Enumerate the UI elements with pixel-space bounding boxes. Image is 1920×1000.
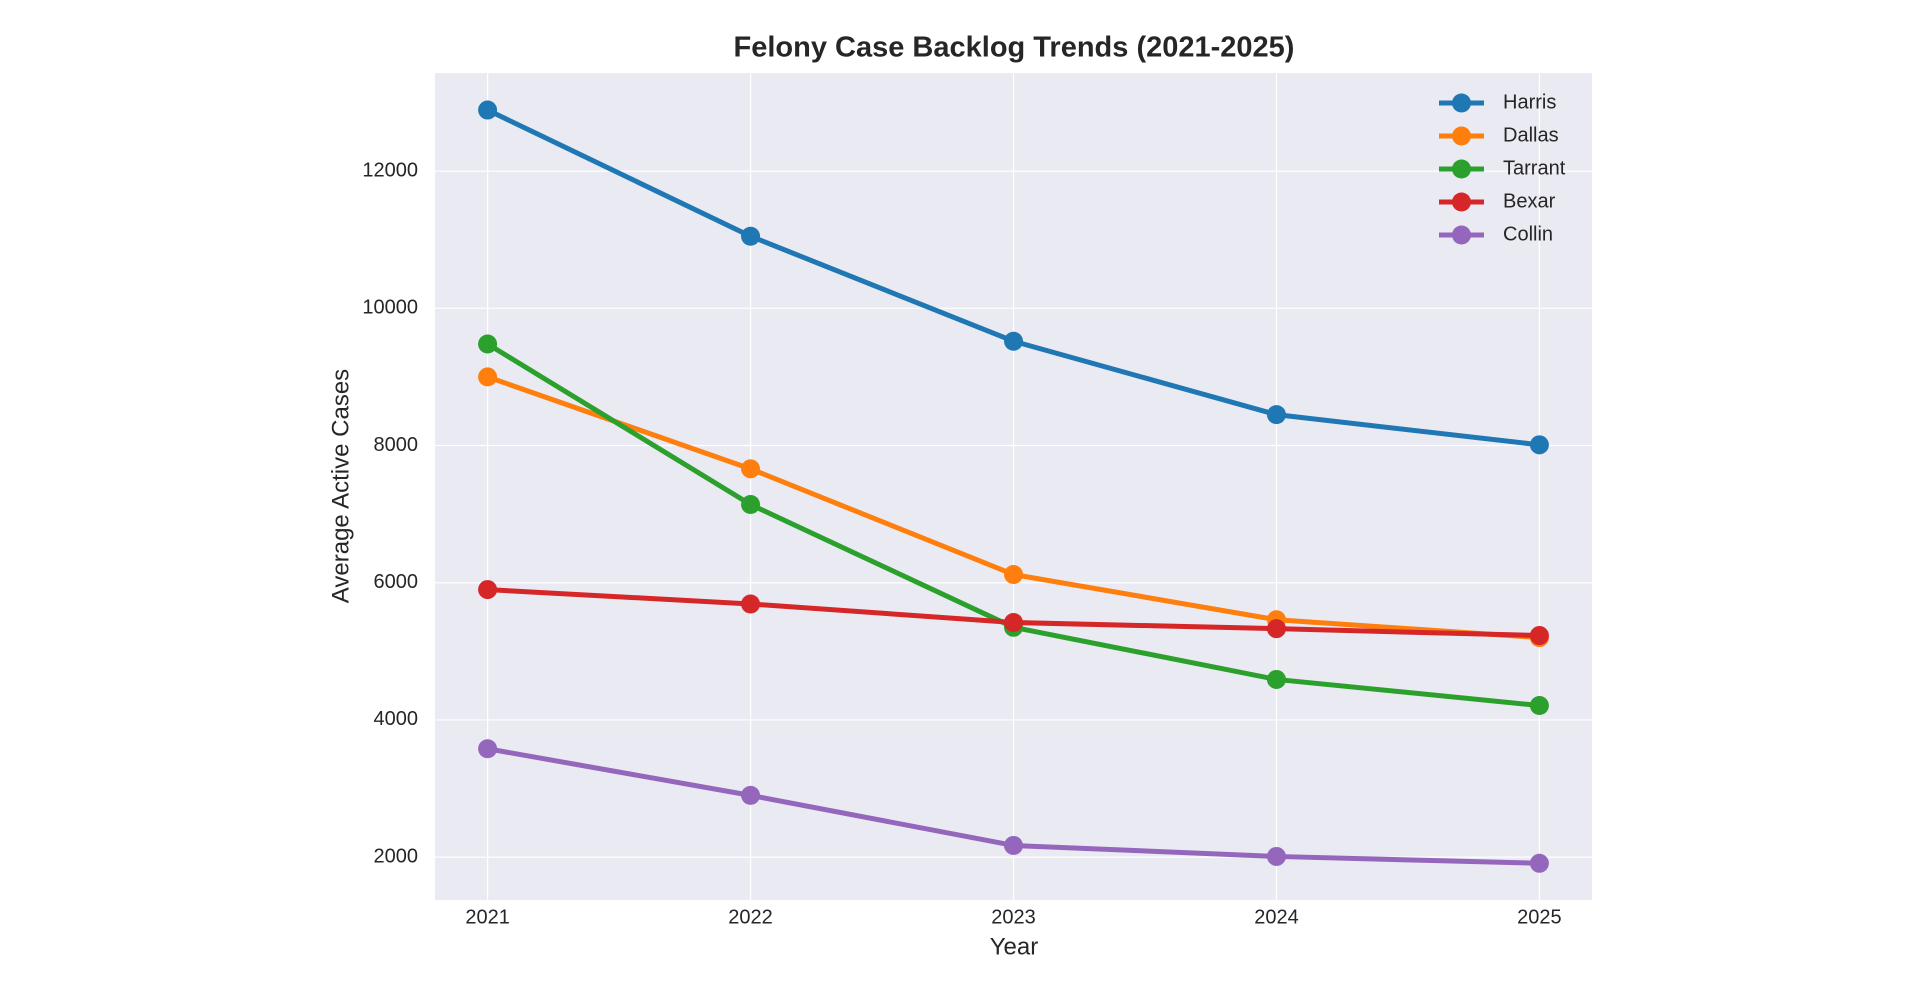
data-point <box>1004 331 1023 351</box>
data-point <box>741 785 761 805</box>
x-tick-label: 2024 <box>1254 906 1299 928</box>
data-point <box>1529 626 1549 646</box>
legend-label: Dallas <box>1503 124 1559 146</box>
data-point <box>478 739 498 759</box>
legend-marker <box>1452 159 1471 179</box>
y-tick-label: 12000 <box>362 159 418 181</box>
legend-label: Collin <box>1503 223 1553 245</box>
data-point <box>478 580 498 600</box>
x-tick-label: 2021 <box>465 906 510 928</box>
x-tick-label: 2022 <box>728 906 773 928</box>
data-point <box>478 367 498 387</box>
data-point <box>1004 564 1023 584</box>
data-point <box>478 334 498 354</box>
y-tick-label: 8000 <box>374 434 419 456</box>
y-axis-label: Average Active Cases <box>327 369 354 603</box>
data-point <box>1004 835 1023 855</box>
data-point <box>1266 669 1286 689</box>
data-point <box>1266 405 1286 425</box>
legend-marker <box>1452 225 1471 245</box>
data-point <box>1266 619 1286 639</box>
data-point <box>1529 435 1549 455</box>
data-point <box>741 459 761 479</box>
legend-marker <box>1452 93 1471 113</box>
legend-label: Tarrant <box>1503 157 1566 179</box>
data-point <box>1529 696 1549 716</box>
x-tick-label: 2023 <box>991 906 1036 928</box>
legend-marker <box>1452 126 1471 146</box>
y-tick-label: 6000 <box>374 571 419 593</box>
data-point <box>1529 853 1549 873</box>
data-point <box>741 594 761 614</box>
x-tick-label: 2025 <box>1517 906 1562 928</box>
y-tick-label: 2000 <box>374 845 419 867</box>
x-axis-label: Year <box>990 933 1039 960</box>
legend-marker <box>1452 192 1471 212</box>
y-tick-label: 4000 <box>374 708 419 730</box>
data-point <box>741 226 761 246</box>
data-point <box>478 100 498 120</box>
chart-title: Felony Case Backlog Trends (2021-2025) <box>734 32 1295 64</box>
data-point <box>1266 846 1286 866</box>
legend-label: Harris <box>1503 91 1556 113</box>
data-point <box>741 495 761 515</box>
legend-label: Bexar <box>1503 190 1556 212</box>
y-tick-label: 10000 <box>362 297 418 319</box>
data-point <box>1004 613 1023 633</box>
